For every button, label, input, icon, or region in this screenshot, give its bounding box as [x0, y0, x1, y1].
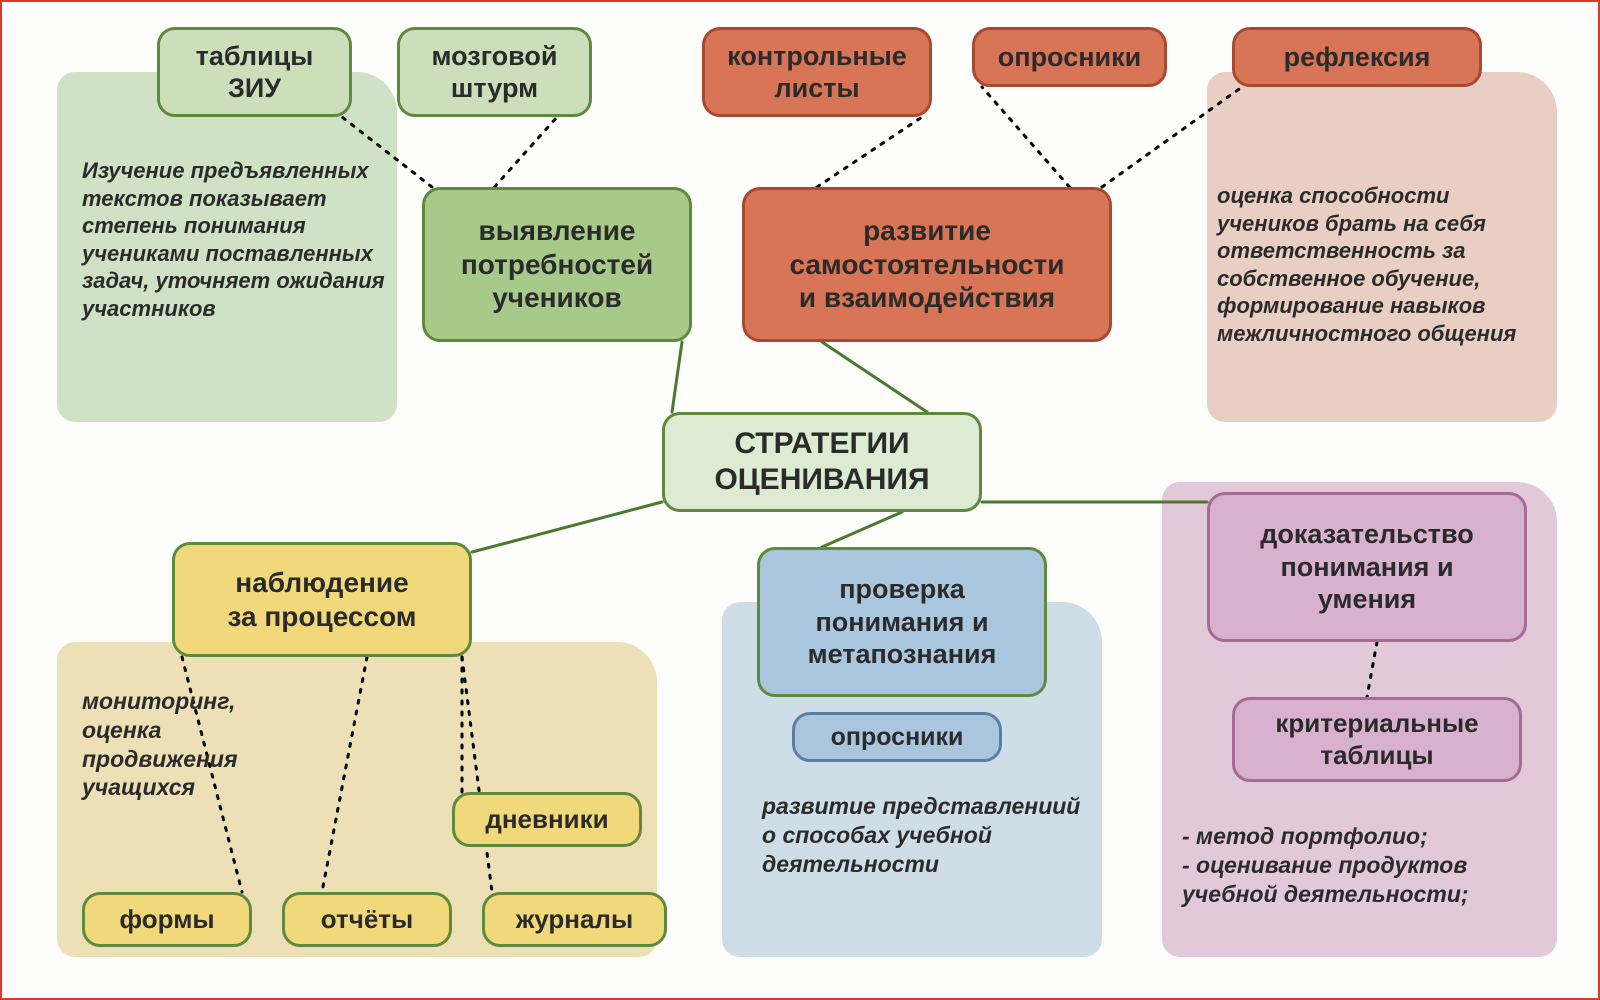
edge-red-main-red-sub2	[982, 87, 1070, 187]
node-blue-sub: опросники	[792, 712, 1002, 762]
node-green-main: выявлениепотребностейучеников	[422, 187, 692, 342]
node-green-sub2: мозговойштурм	[397, 27, 592, 117]
node-red-sub1: контрольныелисты	[702, 27, 932, 117]
desc-red: оценка способности учеников брать на себ…	[1217, 182, 1547, 347]
node-yellow-s3: отчёты	[282, 892, 452, 947]
node-yellow-s2: формы	[82, 892, 252, 947]
edge-center-green-main	[672, 342, 682, 412]
diagram-canvas: СТРАТЕГИИОЦЕНИВАНИЯ выявлениепотребностей…	[0, 0, 1600, 1000]
desc-blue: развитие представлениий о способах учебн…	[762, 792, 1092, 878]
node-blue-main: проверкапонимания иметапознания	[757, 547, 1047, 697]
desc-yellow: мониторинг, оценка продвижения учащихся	[82, 687, 312, 802]
node-red-sub2: опросники	[972, 27, 1167, 87]
desc-pink: - метод портфолио;- оценивание продуктов…	[1182, 822, 1532, 908]
node-red-main: развитиесамостоятельностии взаимодействи…	[742, 187, 1112, 342]
edge-center-blue-main	[822, 512, 902, 547]
edge-red-main-red-sub1	[817, 117, 922, 187]
node-red-sub3: рефлексия	[1232, 27, 1482, 87]
node-yellow-s4: журналы	[482, 892, 667, 947]
edge-center-yellow-main	[472, 502, 662, 552]
desc-green: Изучение предъявленных текстов показывае…	[82, 157, 392, 322]
node-yellow-s1: дневники	[452, 792, 642, 847]
node-pink-main: доказательствопонимания иумения	[1207, 492, 1527, 642]
edge-center-red-main	[822, 342, 927, 412]
node-pink-sub: критериальныетаблицы	[1232, 697, 1522, 782]
node-center: СТРАТЕГИИОЦЕНИВАНИЯ	[662, 412, 982, 512]
node-green-sub1: таблицыЗИУ	[157, 27, 352, 117]
node-yellow-main: наблюдениеза процессом	[172, 542, 472, 657]
edge-green-main-green-sub2	[495, 117, 558, 187]
